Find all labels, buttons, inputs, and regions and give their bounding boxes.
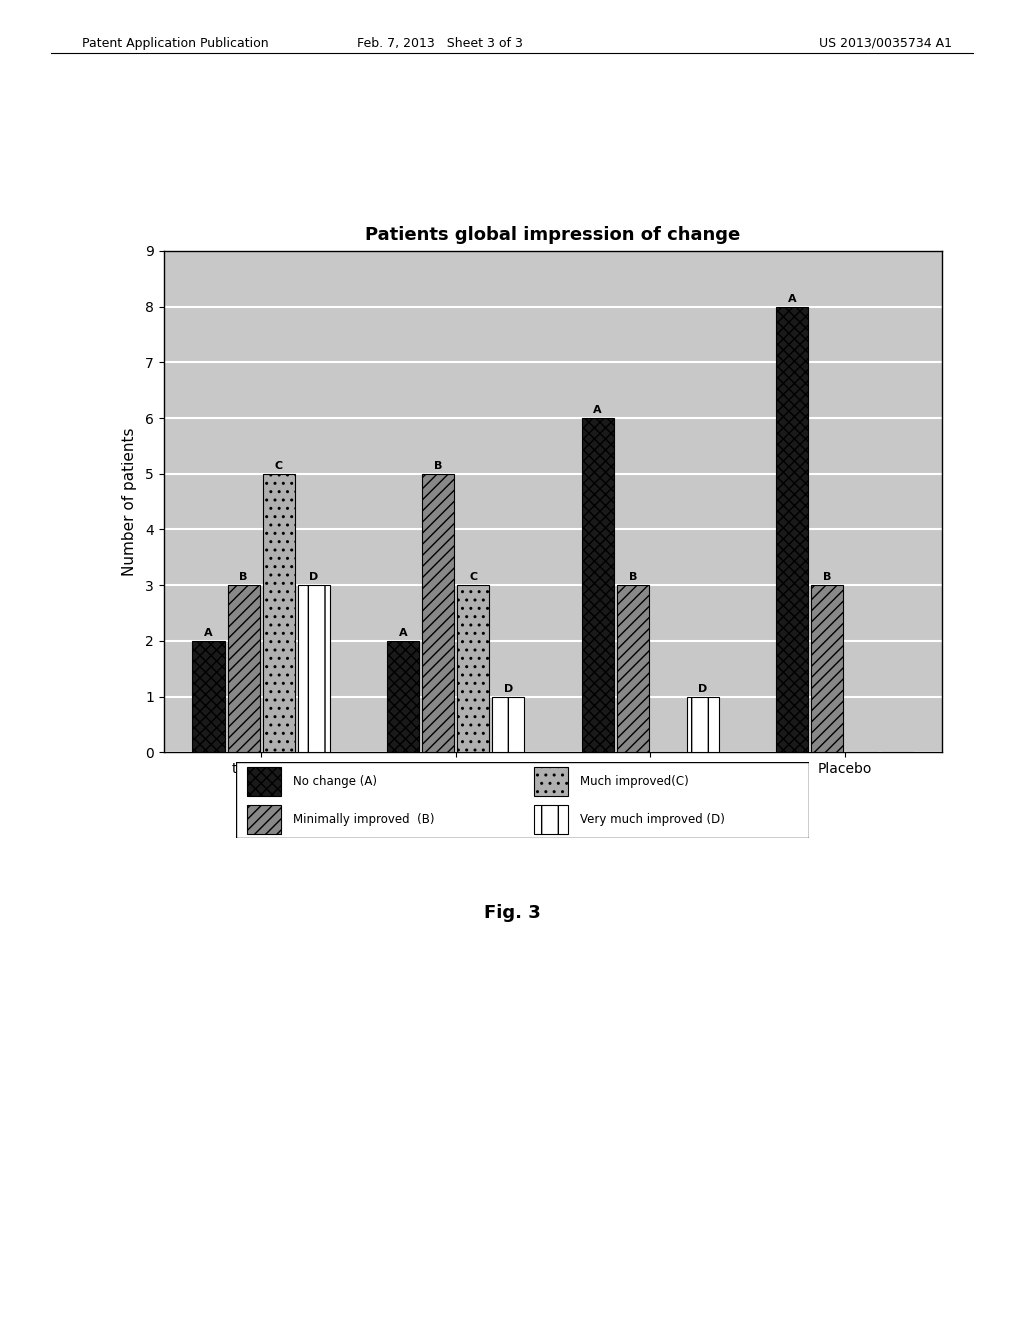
Text: Very much improved (D): Very much improved (D) <box>580 813 724 826</box>
Bar <box>227 585 260 752</box>
Text: B: B <box>434 461 442 471</box>
Text: B: B <box>629 573 637 582</box>
Text: No change (A): No change (A) <box>293 775 377 788</box>
Text: Patent Application Publication: Patent Application Publication <box>82 37 268 50</box>
Bar <box>534 805 568 834</box>
Text: A: A <box>204 628 213 638</box>
Text: C: C <box>274 461 283 471</box>
Bar <box>247 805 282 834</box>
Bar <box>422 474 455 752</box>
Text: C: C <box>469 573 477 582</box>
Text: B: B <box>240 573 248 582</box>
Bar <box>811 585 844 752</box>
Bar <box>616 585 649 752</box>
Bar <box>247 767 282 796</box>
Text: Minimally improved  (B): Minimally improved (B) <box>293 813 434 826</box>
Text: Much improved(C): Much improved(C) <box>580 775 688 788</box>
Bar <box>493 697 524 752</box>
Y-axis label: Number of patients: Number of patients <box>122 428 137 576</box>
Text: D: D <box>504 684 513 694</box>
Text: B: B <box>823 573 831 582</box>
Bar <box>776 306 808 752</box>
Bar <box>582 418 613 752</box>
Text: Feb. 7, 2013   Sheet 3 of 3: Feb. 7, 2013 Sheet 3 of 3 <box>357 37 523 50</box>
Bar <box>298 585 330 752</box>
Text: US 2013/0035734 A1: US 2013/0035734 A1 <box>819 37 952 50</box>
Bar <box>457 585 489 752</box>
Bar <box>534 767 568 796</box>
Text: D: D <box>309 573 318 582</box>
Text: A: A <box>787 294 797 304</box>
Bar <box>387 642 419 752</box>
Text: A: A <box>593 405 602 416</box>
Bar <box>262 474 295 752</box>
Bar <box>193 642 224 752</box>
Bar <box>687 697 719 752</box>
Text: D: D <box>698 684 708 694</box>
Text: A: A <box>398 628 408 638</box>
Text: Fig. 3: Fig. 3 <box>483 904 541 923</box>
Title: Patients global impression of change: Patients global impression of change <box>366 226 740 244</box>
